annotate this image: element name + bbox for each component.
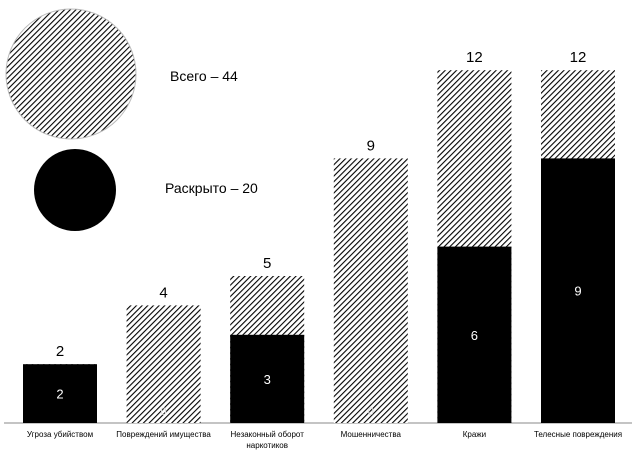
total-value-label-2: 5 [263,255,271,272]
total-value-label-3: 9 [367,137,375,154]
legend-total-marker [5,8,137,140]
solved-value-label-3: 0 [368,406,374,418]
total-value-label-0: 2 [56,343,64,360]
total-value-label-1: 4 [159,284,167,301]
category-label-4: Кражи [463,430,486,439]
plot-area: 2 2 Угроза убийством 4 0 Повреждений имуществ… [4,49,632,450]
bar-solved-0 [23,364,97,423]
category-label-5: Телесные повреждения [534,430,622,439]
category-label-2: Незаконный оборот наркотиков [231,430,305,450]
category-label-3: Мошенничества [341,430,402,439]
category-label-1: Повреждений имущества [116,430,211,439]
legend-total-label: Всего – 44 [170,68,238,84]
legend-solved-label: Раскрыто – 20 [165,180,258,196]
solved-value-label-0: 2 [56,387,63,402]
legend-solved-marker [34,149,116,231]
bar-total-1 [126,305,201,423]
category-label-0: Угроза убийством [27,430,93,439]
legend: Всего – 44 Раскрыто – 20 [5,8,258,231]
bar-solved-2 [230,334,305,423]
solved-value-label-1: 0 [161,406,167,418]
bar-solved-5 [541,158,615,423]
bar-solved-4 [437,246,512,423]
solved-value-label-2: 3 [264,372,271,387]
total-value-label-5: 12 [570,49,587,66]
total-value-label-4: 12 [466,49,483,66]
bar-total-3 [333,158,408,423]
solved-value-label-4: 6 [471,328,478,343]
solved-value-label-5: 9 [574,284,581,299]
